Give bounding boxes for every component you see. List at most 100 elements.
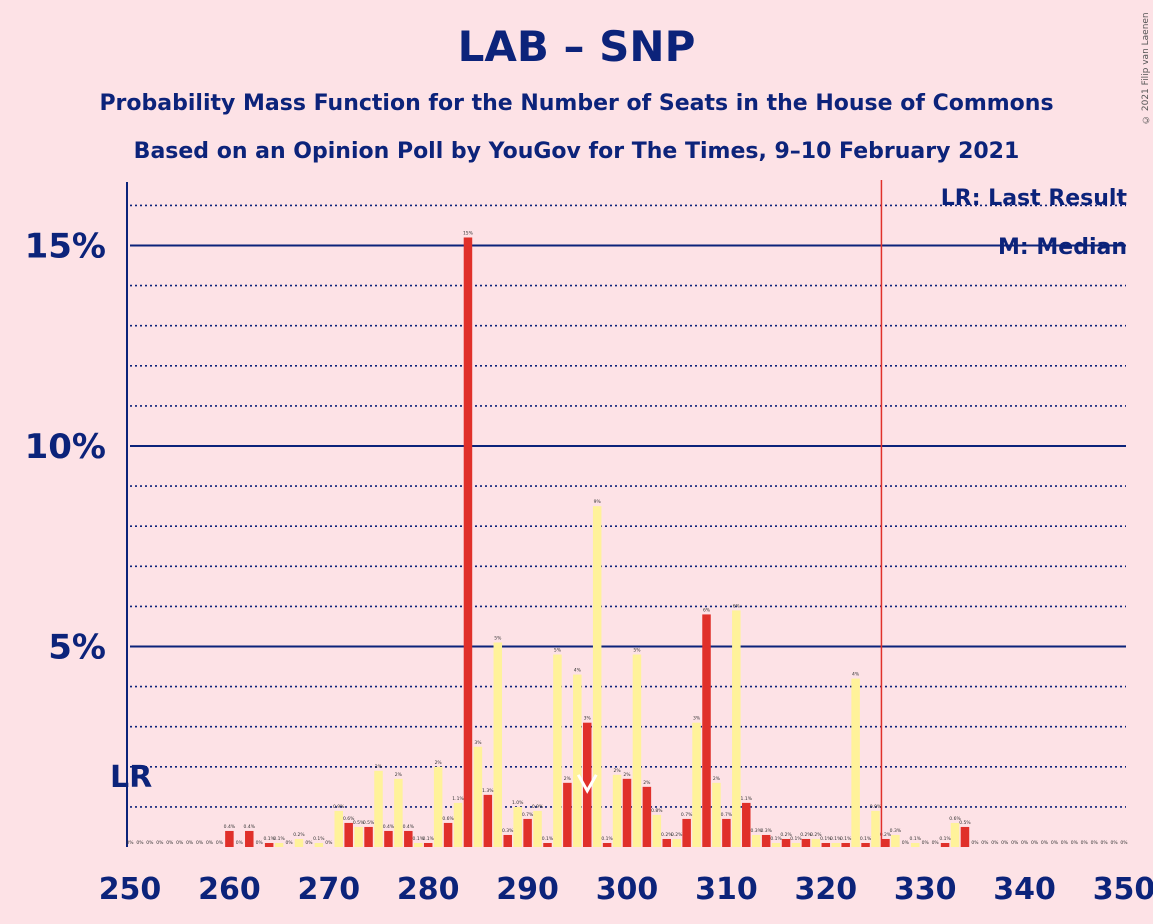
bar-value-label: 0%	[126, 840, 134, 846]
bar	[533, 810, 542, 847]
bar	[483, 794, 493, 847]
chart-source: Based on an Opinion Poll by YouGov for T…	[133, 139, 1020, 164]
bar-value-label: 0.1%	[939, 836, 951, 842]
bar-value-label: 0.1%	[860, 836, 872, 842]
bar	[592, 506, 602, 847]
bar-value-label: 0%	[166, 840, 174, 846]
bar	[463, 237, 473, 848]
bar-value-label: 9%	[594, 499, 602, 505]
bar-value-label: 0.3%	[890, 828, 902, 834]
bar-value-label: 0.1%	[542, 836, 554, 842]
bar-value-label: 0%	[1101, 840, 1109, 846]
bar	[264, 842, 274, 847]
bar-value-label: 2%	[395, 772, 403, 778]
bar-value-label: 0%	[1061, 840, 1069, 846]
bar-value-label: 1.1%	[452, 796, 464, 802]
bar	[473, 746, 483, 847]
bar-value-label: 2%	[564, 776, 572, 782]
bar-value-label: 3%	[693, 716, 701, 722]
bar-value-label: 0.6%	[442, 816, 454, 822]
bar	[841, 842, 850, 847]
bar	[443, 822, 453, 847]
bar	[911, 842, 920, 847]
bar-value-label: 0%	[156, 840, 164, 846]
bar-value-label: 5%	[494, 635, 502, 641]
bar	[891, 834, 900, 847]
bar	[781, 838, 791, 847]
bar	[960, 826, 970, 847]
bar	[761, 834, 771, 847]
bar-value-label: 0%	[1041, 840, 1049, 846]
bar-value-label: 0.5%	[959, 820, 971, 826]
bar-value-label: 0%	[285, 840, 293, 846]
bar	[354, 826, 363, 847]
bar-value-label: 0%	[981, 840, 989, 846]
bar-value-label: 0.3%	[751, 828, 763, 834]
bar-value-label: 0.4%	[403, 824, 415, 830]
bar-value-label: 0.5%	[363, 820, 375, 826]
bar	[433, 766, 443, 847]
bar	[553, 654, 562, 847]
bar-value-label: 0%	[1081, 840, 1089, 846]
bar-value-label: 0%	[1001, 840, 1009, 846]
bar-value-label: 2%	[623, 772, 631, 778]
bar-value-label: 15%	[463, 230, 474, 236]
bar-value-label: 0.4%	[244, 824, 256, 830]
bar-value-label: 0.9%	[870, 804, 882, 810]
bar-value-label: 1.3%	[482, 788, 494, 794]
bar-value-label: 5%	[554, 648, 562, 654]
bar-value-label: 0.8%	[651, 808, 663, 814]
bar-value-label: 3%	[584, 716, 592, 722]
bar-value-label: 3%	[474, 740, 482, 746]
y-tick-label: 10%	[25, 427, 106, 467]
bar-value-label: 0%	[1051, 840, 1059, 846]
bar-value-label: 0.1%	[313, 836, 325, 842]
bar-value-label: 0%	[206, 840, 214, 846]
bar-value-label: 1.1%	[741, 796, 753, 802]
bar-value-label: 0.5%	[353, 820, 365, 826]
bar-value-label: 0.2%	[880, 832, 892, 838]
bar-value-label: 0%	[1120, 840, 1128, 846]
bar	[543, 842, 552, 847]
bar-value-label: 2%	[643, 780, 651, 786]
bar-value-label: 0.1%	[770, 836, 782, 842]
bar	[771, 842, 781, 847]
bar	[245, 830, 254, 847]
bar	[314, 842, 324, 847]
bar-value-label: 0.1%	[790, 836, 802, 842]
bar-value-label: 5%	[633, 648, 641, 654]
bar-value-label: 4%	[852, 672, 860, 678]
bar	[871, 810, 880, 847]
x-tick-label: 320	[794, 872, 857, 907]
bar-value-label: 0%	[1011, 840, 1019, 846]
y-tick-label: 15%	[25, 227, 106, 267]
bar	[404, 830, 413, 847]
bar	[851, 678, 860, 847]
chart-subtitle: Probability Mass Function for the Number…	[99, 91, 1054, 116]
bar	[950, 822, 960, 847]
x-tick-label: 350	[1093, 872, 1153, 907]
bar-value-label: 2%	[613, 768, 621, 774]
bar-value-label: 0.2%	[671, 832, 683, 838]
bar	[692, 722, 701, 847]
bar	[881, 838, 890, 847]
bar	[732, 610, 741, 847]
bar-value-label: 6%	[733, 603, 741, 609]
median-marker	[576, 774, 598, 794]
x-tick-label: 300	[596, 872, 659, 907]
bar	[791, 842, 801, 847]
bar-value-label: 0.1%	[601, 836, 613, 842]
bar-value-label: 2%	[375, 764, 383, 770]
bar-value-label: 0%	[216, 840, 224, 846]
bar	[274, 842, 284, 847]
bar	[493, 642, 503, 847]
bar	[642, 786, 652, 847]
x-tick-label: 270	[297, 872, 360, 907]
bar-value-label: 6%	[703, 607, 711, 613]
bar-value-label: 0.9%	[532, 804, 544, 810]
last-result-label: LR	[110, 760, 153, 795]
bar	[672, 838, 681, 847]
x-tick-label: 260	[198, 872, 261, 907]
bar	[503, 834, 512, 847]
